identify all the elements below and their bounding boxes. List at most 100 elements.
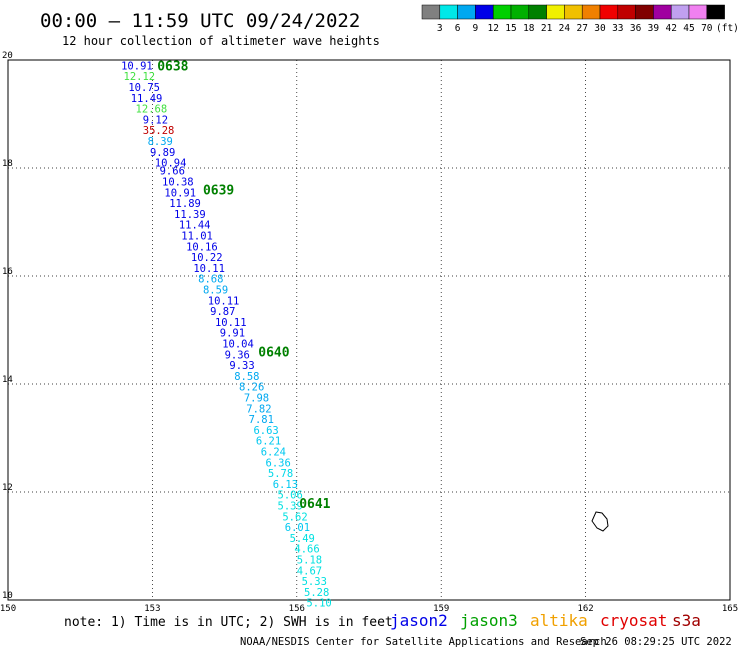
legend-label: 27: [576, 23, 587, 34]
legend-label: 18: [523, 23, 535, 34]
wave-height-value: 5.62: [282, 511, 307, 523]
x-tick-label: 159: [433, 604, 449, 614]
x-tick-label: 162: [577, 604, 593, 614]
time-label: 0639: [203, 184, 234, 199]
legend-swatch: [635, 4, 654, 20]
time-label: 0641: [299, 497, 330, 512]
legend-swatch: [546, 4, 565, 20]
wave-height-value: 9.33: [229, 360, 254, 372]
wave-height-value: 10.91: [164, 187, 196, 199]
legend-swatch: [510, 4, 530, 20]
legend-swatch: [421, 4, 441, 20]
altimeter-track: 10.9112.1210.7511.4912.689.1235.288.399.…: [121, 59, 332, 609]
legend-swatch: [528, 4, 547, 20]
legend-swatch: [475, 4, 494, 20]
legend-swatch: [439, 4, 458, 20]
wave-height-value: 10.11: [208, 295, 240, 307]
satellite-name: jason3: [460, 611, 518, 630]
wave-height-value: 4.66: [294, 544, 319, 556]
x-tick-label: 165: [722, 604, 738, 614]
time-label: 0640: [258, 346, 289, 361]
legend-label: 39: [648, 23, 660, 34]
legend-label: 45: [683, 23, 694, 34]
legend-label: 33: [612, 23, 623, 34]
legend-label: 6: [455, 23, 461, 34]
wave-height-value: 10.22: [191, 252, 223, 264]
satellite-name: cryosat: [600, 611, 667, 630]
wave-height-value: 10.11: [193, 263, 225, 275]
wave-height-value: 12.68: [136, 104, 168, 116]
island-outline: [591, 511, 609, 532]
wave-height-value: 4.67: [297, 565, 322, 577]
satellite-name: s3a: [672, 611, 701, 630]
wave-height-value: 10.91: [121, 60, 153, 72]
wave-height-value: 6.13: [273, 479, 298, 491]
legend-swatch: [653, 4, 672, 20]
wave-height-value: 9.89: [150, 147, 175, 159]
legend-label: 12: [487, 23, 498, 34]
wave-height-value: 8.59: [203, 285, 228, 297]
wave-height-value: 5.06: [278, 490, 303, 502]
legend-swatch: [581, 4, 601, 20]
wave-height-value: 8.39: [148, 136, 173, 148]
legend-label: 42: [665, 23, 676, 34]
footer-note: note: 1) Time is in UTC; 2) SWH is in fe…: [64, 615, 393, 630]
map-title: 00:00 – 11:59 UTC 09/24/2022: [40, 10, 360, 32]
wave-height-value: 5.39: [278, 501, 303, 513]
wave-height-value: 5.28: [304, 587, 329, 599]
x-tick-label: 153: [144, 604, 160, 614]
wave-height-value: 10.75: [128, 82, 160, 94]
time-label: 0638: [157, 59, 188, 74]
y-tick-label: 10: [2, 591, 13, 601]
wave-height-value: 8.26: [239, 382, 264, 394]
generated-timestamp: Sep 26 08:29:25 UTC 2022: [580, 636, 732, 648]
wave-height-value: 11.44: [179, 220, 211, 232]
legend-label: 3: [437, 23, 443, 34]
wave-height-value: 6.36: [266, 457, 291, 469]
legend-swatch: [599, 4, 619, 20]
x-tick-label: 156: [289, 604, 305, 614]
y-tick-label: 18: [2, 159, 13, 169]
wave-height-value: 11.89: [169, 198, 201, 210]
map-frame: [7, 59, 731, 601]
wave-height-value: 5.18: [297, 555, 322, 567]
wave-height-value: 8.68: [198, 274, 223, 286]
wave-height-value: 5.33: [302, 576, 327, 588]
wave-height-value: 9.87: [210, 306, 235, 318]
x-tick-label: 150: [0, 604, 16, 614]
wave-height-value: 8.58: [234, 371, 259, 383]
satellite-name: altika: [530, 611, 588, 630]
legend-swatch: [564, 4, 583, 20]
satellite-legend: jason2 jason3 altika cryosat s3a: [390, 611, 701, 630]
legend-unit: (ft): [716, 23, 739, 34]
legend-swatch: [457, 4, 476, 20]
wave-height-value: 7.81: [249, 414, 274, 426]
wave-height-value: 5.10: [306, 598, 331, 610]
legend-label: 70: [701, 23, 713, 34]
map-grid: [7, 59, 731, 601]
legend-label: 21: [541, 23, 553, 34]
wave-height-value: 10.16: [186, 241, 218, 253]
wave-height-value: 10.04: [222, 339, 254, 351]
wave-height-value: 6.63: [253, 425, 278, 437]
wave-height-value: 6.24: [261, 447, 286, 459]
legend-swatch: [706, 4, 725, 20]
credit-text: NOAA/NESDIS Center for Satellite Applica…: [240, 636, 607, 648]
wave-height-value: 11.39: [174, 209, 206, 221]
wave-height-value: 11.01: [181, 231, 213, 243]
wave-height-value: 5.49: [290, 533, 315, 545]
wave-height-value: 9.91: [220, 328, 245, 340]
legend-swatch: [617, 4, 636, 20]
wave-height-value: 9.66: [160, 166, 185, 178]
wave-height-value: 6.21: [256, 436, 281, 448]
wave-height-value: 12.12: [124, 71, 156, 83]
wave-height-value: 7.82: [246, 403, 271, 415]
wave-height-legend: 3 6 9 12 15 18 21 24 27 30 33 36 39 42 45 70 (ft): [421, 4, 739, 34]
y-tick-label: 16: [2, 267, 13, 277]
wave-height-value: 9.12: [143, 114, 168, 126]
legend-swatch: [492, 4, 512, 20]
axis-labels: 150 153 156 159 162 165 20 18 16 14 12 10: [0, 51, 738, 614]
wave-height-value: 7.98: [244, 393, 269, 405]
wave-height-value: 6.01: [285, 522, 310, 534]
